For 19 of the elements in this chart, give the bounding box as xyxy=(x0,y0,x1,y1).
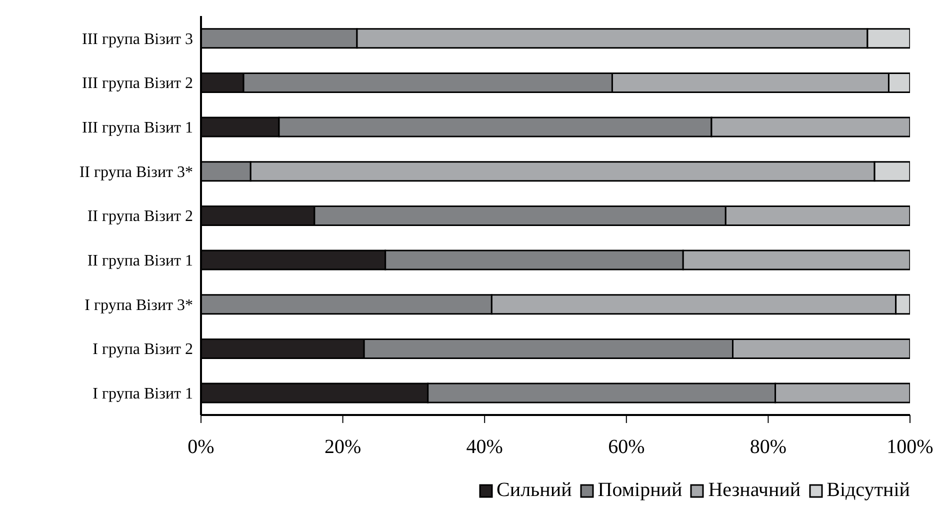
y-tick-label: II група Візит 3* xyxy=(79,164,193,181)
y-tick-label: III група Візит 1 xyxy=(82,120,193,137)
y-tick-label: I група Візит 1 xyxy=(92,386,193,403)
x-tick-label: 40% xyxy=(466,436,503,458)
x-tick-label: 100% xyxy=(886,436,934,458)
legend-label: Відсутній xyxy=(826,479,910,502)
y-tick-label: II група Візит 2 xyxy=(87,208,193,226)
x-tick-label: 60% xyxy=(608,436,645,458)
y-tick-label: II група Візит 1 xyxy=(87,252,193,270)
x-tick-label: 20% xyxy=(324,436,362,458)
y-tick-label: I група Візит 2 xyxy=(92,341,193,358)
x-tick-label: 80% xyxy=(750,436,787,458)
y-tick-label: I група Візит 3* xyxy=(84,296,193,314)
x-tick-label: 0% xyxy=(188,436,214,458)
y-tick-label: III група Візит 3 xyxy=(82,30,193,48)
legend-label: Помірний xyxy=(598,479,682,502)
legend-label: Сильний xyxy=(496,479,572,502)
legend-label: Незначний xyxy=(708,479,801,502)
y-tick-label: III група Візит 2 xyxy=(82,75,193,92)
